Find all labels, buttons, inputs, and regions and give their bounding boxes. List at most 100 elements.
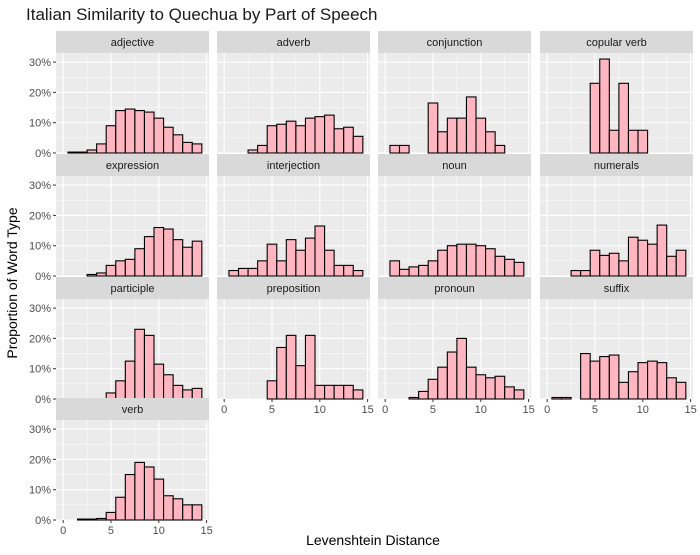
histogram-bar: [485, 377, 496, 400]
x-tick-label: 10: [314, 404, 326, 416]
histogram-bar: [580, 269, 591, 277]
histogram-bar: [418, 264, 429, 277]
histogram-bar: [475, 245, 487, 277]
histogram-bar: [163, 495, 174, 521]
histogram-bar: [589, 249, 601, 277]
y-tick-label: 20%: [29, 87, 51, 99]
y-tick-label: 20%: [29, 333, 51, 345]
histogram-bar: [352, 389, 364, 400]
histogram-bar: [172, 239, 184, 277]
histogram-bar: [257, 144, 268, 154]
histogram-bar: [437, 366, 448, 400]
facet-strip: [378, 154, 531, 176]
histogram-bar: [143, 111, 155, 154]
x-tick-label: 0: [382, 404, 388, 416]
histogram-bar: [124, 360, 136, 400]
histogram-bar: [115, 380, 126, 400]
facet-panel-suffix: suffix 0 5 10 15: [540, 277, 697, 416]
histogram-bar: [398, 268, 410, 277]
facet-panel-conjunction: conjunction: [378, 31, 531, 154]
facet-strip: [540, 31, 693, 53]
histogram-bar: [656, 362, 668, 400]
histogram-bar: [456, 243, 468, 277]
histogram-bar: [551, 396, 563, 400]
facet-panels: adjective 0% 10% 20% 30% adverb conjunction cop…: [29, 31, 697, 537]
x-tick-label: 5: [269, 404, 275, 416]
histogram-bar: [324, 249, 335, 277]
histogram-bar: [86, 518, 98, 521]
histogram-bar: [398, 144, 410, 154]
facet-strip: [378, 277, 531, 299]
histogram-bar: [124, 108, 136, 154]
x-tick-label: 15: [684, 404, 696, 416]
histogram-bar: [494, 375, 506, 400]
histogram-bar: [485, 248, 496, 277]
histogram-bar: [124, 473, 136, 521]
facet-strip-label: expression: [106, 160, 159, 172]
x-tick-label: 5: [592, 404, 598, 416]
histogram-bar: [314, 225, 326, 277]
facet-panel-noun: noun: [378, 154, 531, 277]
histogram-bar: [599, 58, 610, 154]
histogram-bar: [304, 334, 316, 400]
facet-strip-label: suffix: [604, 283, 630, 295]
histogram-bar: [456, 337, 468, 400]
histogram-bar: [608, 129, 620, 154]
histogram-bar: [172, 498, 184, 521]
histogram-bar: [618, 82, 630, 154]
y-tick-label: 10%: [29, 118, 51, 130]
histogram-bar: [105, 125, 117, 154]
histogram-bar: [627, 371, 639, 400]
histogram-bar: [163, 228, 174, 277]
histogram-bar: [124, 258, 136, 277]
facet-panel-adjective: adjective 0% 10% 20% 30%: [29, 31, 209, 160]
histogram-bar: [247, 267, 259, 277]
histogram-bar: [153, 117, 165, 154]
facet-strip: [56, 154, 209, 176]
facet-strip-label: adjective: [111, 37, 154, 49]
histogram-bar: [314, 384, 326, 400]
facet-strip: [217, 277, 370, 299]
histogram-bar: [191, 387, 203, 400]
histogram-bar: [343, 264, 354, 277]
histogram-bar: [105, 264, 117, 277]
histogram-bar: [76, 518, 88, 521]
histogram-bar: [314, 116, 326, 154]
histogram-bar: [333, 128, 345, 154]
x-axis-title: Levenshtein Distance: [306, 532, 440, 548]
histogram-bar: [446, 245, 458, 277]
histogram-bar: [257, 260, 268, 277]
histogram-bar: [608, 252, 620, 277]
histogram-bar: [96, 143, 107, 154]
x-tick-label: 15: [200, 525, 212, 537]
histogram-bar: [285, 239, 297, 277]
histogram-bar: [266, 125, 278, 154]
y-tick-label: 20%: [29, 454, 51, 466]
histogram-bar: [465, 243, 477, 277]
histogram-bar: [182, 141, 193, 154]
histogram-bar: [86, 149, 98, 154]
histogram-bar: [504, 386, 515, 400]
facet-panel-expression: expression 0% 10% 20% 30%: [29, 154, 209, 283]
histogram-bar: [465, 96, 477, 154]
x-tick-label: 5: [108, 525, 114, 537]
histogram-bar: [276, 346, 287, 400]
histogram-bar: [134, 328, 146, 400]
histogram-bar: [675, 381, 687, 400]
histogram-bar: [237, 267, 249, 277]
histogram-bar: [172, 384, 184, 400]
histogram-bar: [427, 102, 439, 154]
histogram-bar: [485, 131, 496, 154]
histogram-bar: [437, 131, 448, 154]
histogram-bar: [666, 255, 677, 277]
facet-strip-label: copular verb: [586, 37, 647, 49]
histogram-bar: [228, 269, 240, 277]
x-tick-label: 5: [430, 404, 436, 416]
histogram-bar: [324, 384, 335, 400]
y-tick-label: 0%: [35, 148, 51, 160]
x-tick-label: 0: [221, 404, 227, 416]
histogram-bar: [456, 117, 468, 154]
histogram-bar: [427, 378, 439, 400]
y-tick-label: 0%: [35, 394, 51, 406]
